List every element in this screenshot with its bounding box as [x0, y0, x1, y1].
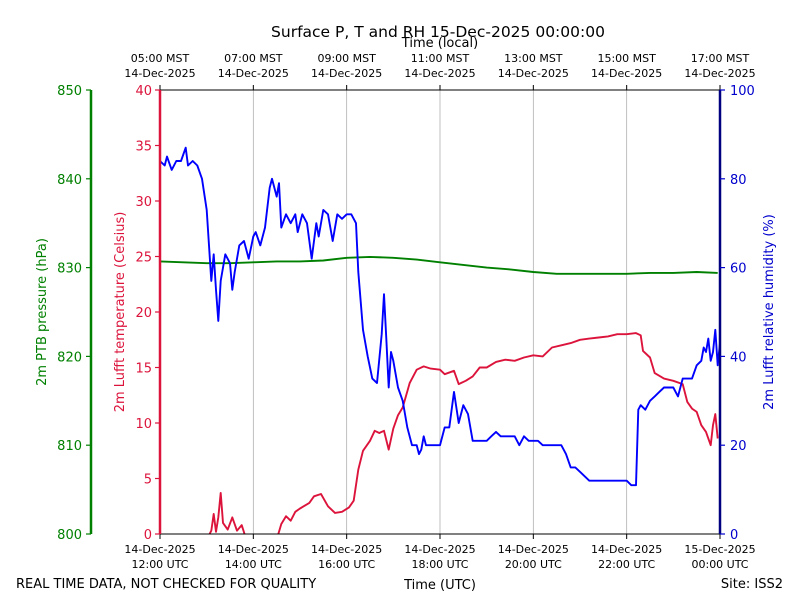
series-group: [160, 146, 720, 534]
y-axis-label-pressure: 2m PTB pressure (hPa): [35, 238, 50, 386]
y-tick-label-humidity: 60: [730, 262, 747, 277]
x-tick-label-time: 20:00 UTC: [505, 558, 562, 571]
footer-disclaimer: REAL TIME DATA, NOT CHECKED FOR QUALITY: [16, 577, 316, 592]
y-tick-label-temperature: 15: [135, 362, 152, 377]
top-tick-label-date: 14-Dec-2025: [498, 67, 569, 80]
series-clip: [160, 146, 720, 534]
y-tick-label-humidity: 0: [730, 528, 738, 543]
top-tick-label-date: 14-Dec-2025: [591, 67, 662, 80]
y-tick-label-temperature: 5: [144, 473, 152, 488]
x-tick-label-time: 12:00 UTC: [131, 558, 188, 571]
top-tick-label-time: 13:00 MST: [504, 52, 563, 65]
top-tick-label-date: 14-Dec-2025: [124, 67, 195, 80]
x-tick-label-date: 14-Dec-2025: [218, 543, 289, 556]
y-tick-label-humidity: 40: [730, 350, 747, 365]
top-tick-label-time: 15:00 MST: [597, 52, 656, 65]
top-tick-label-time: 11:00 MST: [411, 52, 470, 65]
x-tick-label-time: 14:00 UTC: [225, 558, 282, 571]
top-axis-label: Time (local): [401, 36, 478, 51]
footer-site: Site: ISS2: [721, 577, 783, 592]
y-tick-label-pressure: 850: [57, 84, 82, 99]
y-tick-label-temperature: 10: [135, 417, 152, 432]
y-tick-label-temperature: 35: [135, 140, 152, 155]
y-tick-label-temperature: 40: [135, 84, 152, 99]
series-line-humidity: [160, 146, 720, 487]
x-tick-label-date: 14-Dec-2025: [498, 543, 569, 556]
x-tick-label-time: 22:00 UTC: [598, 558, 655, 571]
y-tick-label-humidity: 20: [730, 439, 747, 454]
top-tick-label-date: 14-Dec-2025: [684, 67, 755, 80]
y-tick-label-temperature: 0: [144, 528, 152, 543]
y-tick-label-temperature: 30: [135, 195, 152, 210]
top-tick-label-date: 14-Dec-2025: [311, 67, 382, 80]
x-tick-label-date: 15-Dec-2025: [684, 543, 755, 556]
x-tick-label-time: 18:00 UTC: [411, 558, 468, 571]
x-tick-label-date: 14-Dec-2025: [591, 543, 662, 556]
y-tick-label-temperature: 20: [135, 306, 152, 321]
grid: [252, 90, 628, 534]
y-tick-label-pressure: 800: [57, 528, 82, 543]
x-axis-label: Time (UTC): [403, 578, 476, 593]
y-tick-label-humidity: 100: [730, 84, 755, 99]
x-tick-label-date: 14-Dec-2025: [404, 543, 475, 556]
y-tick-label-pressure: 820: [57, 350, 82, 365]
y-tick-label-temperature: 25: [135, 251, 152, 266]
x-tick-label-date: 14-Dec-2025: [311, 543, 382, 556]
x-tick-label-time: 16:00 UTC: [318, 558, 375, 571]
series-line-temperature: [208, 332, 719, 534]
y-axis-label-humidity: 2m Lufft relative humidity (%): [762, 214, 777, 410]
y-tick-label-pressure: 810: [57, 439, 82, 454]
top-tick-label-time: 09:00 MST: [317, 52, 376, 65]
top-tick-label-time: 05:00 MST: [131, 52, 190, 65]
y-tick-label-pressure: 830: [57, 262, 82, 277]
series-line-pressure: [160, 255, 718, 275]
top-tick-label-time: 17:00 MST: [691, 52, 750, 65]
y-tick-label-pressure: 840: [57, 173, 82, 188]
y-axis-label-temperature: 2m Lufft temperature (Celsius): [113, 212, 128, 413]
top-tick-label-time: 07:00 MST: [224, 52, 283, 65]
x-tick-label-date: 14-Dec-2025: [124, 543, 195, 556]
y-tick-label-humidity: 80: [730, 173, 747, 188]
top-tick-label-date: 14-Dec-2025: [218, 67, 289, 80]
chart-title: Surface P, T and RH 15-Dec-2025 00:00:00: [271, 23, 605, 41]
x-tick-label-time: 00:00 UTC: [691, 558, 748, 571]
top-tick-label-date: 14-Dec-2025: [404, 67, 475, 80]
axes-group: 14-Dec-2025 12:00 UTC 14-Dec-2025 14:00 UTC…: [57, 52, 755, 571]
